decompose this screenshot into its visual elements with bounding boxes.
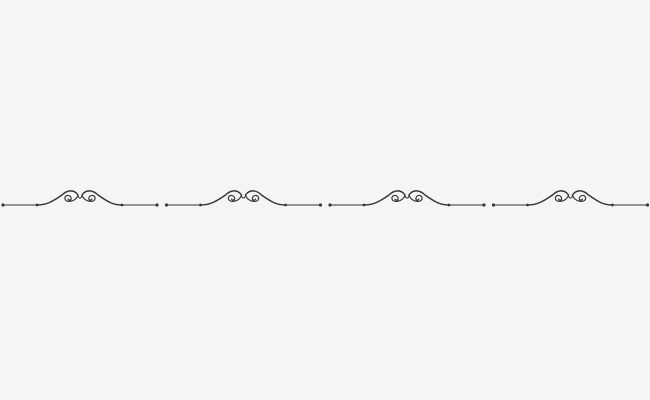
divider-segment — [164, 190, 323, 207]
scroll-curl — [554, 194, 570, 202]
swoop-curve — [363, 190, 450, 206]
center-drop — [77, 194, 83, 199]
divider-segments — [1, 190, 650, 207]
center-drop — [404, 194, 410, 199]
scroll-curl — [64, 194, 79, 202]
center-drop — [240, 194, 247, 199]
swoop-curve — [36, 190, 123, 206]
center-drop — [567, 194, 574, 199]
scroll-curl — [244, 194, 260, 202]
divider-segment — [1, 190, 159, 207]
swoop-curve — [526, 190, 614, 206]
scroll-curl — [571, 194, 587, 202]
divider-segment — [491, 190, 650, 207]
scroll-curl — [227, 194, 243, 202]
scroll-curl — [408, 194, 423, 202]
swoop-curve — [199, 190, 287, 206]
scroll-curl — [391, 194, 406, 202]
scroll-curl — [81, 194, 96, 202]
divider-segment — [328, 190, 486, 207]
